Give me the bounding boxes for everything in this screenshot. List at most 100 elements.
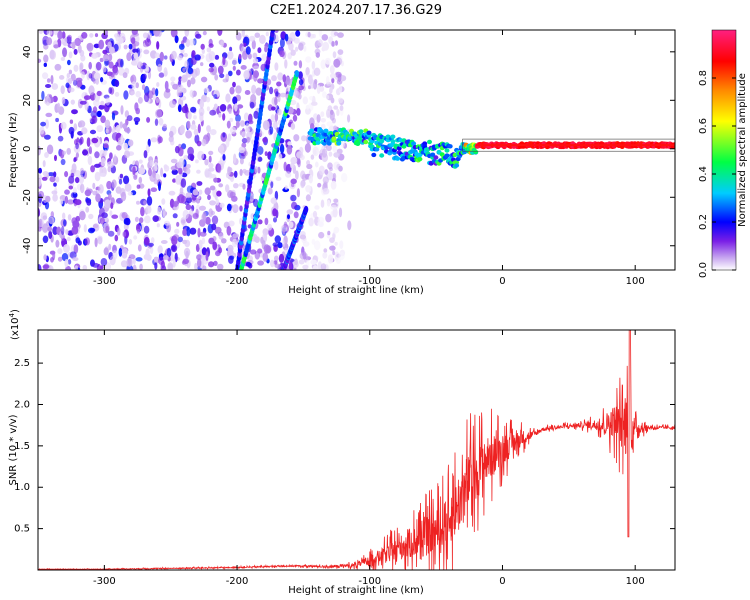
noise-blob	[292, 114, 298, 122]
noise-blob	[194, 262, 198, 270]
noise-blob	[187, 111, 192, 120]
noise-blob	[181, 172, 188, 178]
noise-blob	[128, 139, 134, 147]
noise-blob	[72, 80, 78, 86]
noise-blob	[321, 148, 328, 158]
noise-blob	[91, 53, 98, 59]
noise-blob	[64, 171, 69, 178]
noise-blob	[78, 120, 86, 128]
noise-blob	[136, 184, 141, 189]
signal-blob	[331, 136, 337, 141]
noise-blob	[140, 206, 145, 217]
noise-blob	[74, 265, 79, 270]
noise-blob	[98, 104, 105, 110]
noise-blob	[291, 201, 298, 210]
noise-blob	[59, 75, 65, 80]
noise-blob	[70, 130, 74, 139]
noise-blob	[99, 57, 104, 63]
colorbar-tick-label: 0.0	[698, 262, 709, 278]
signal-blob	[309, 128, 315, 133]
noise-blob	[271, 75, 277, 82]
signal-blob	[411, 141, 417, 146]
noise-blob	[243, 70, 250, 80]
noise-blob	[196, 181, 203, 186]
noise-blob	[169, 130, 174, 138]
noise-blob	[74, 37, 81, 47]
noise-blob	[213, 260, 218, 266]
noise-blob	[274, 62, 279, 71]
noise-blob	[124, 224, 129, 229]
signal-blob	[417, 156, 423, 162]
noise-blob	[78, 174, 85, 184]
noise-blob	[270, 114, 275, 123]
noise-blob	[93, 72, 101, 80]
noise-blob	[245, 46, 251, 55]
noise-blob	[168, 190, 176, 196]
noise-blob	[217, 163, 222, 174]
noise-blob	[118, 67, 125, 76]
noise-blob	[134, 216, 139, 222]
noise-blob	[75, 177, 80, 184]
noise-blob	[216, 190, 222, 197]
noise-blob	[250, 94, 257, 104]
noise-blob	[289, 32, 296, 42]
noise-blob	[288, 221, 294, 229]
noise-blob	[75, 142, 79, 150]
x-tick-label: -300	[93, 276, 116, 287]
noise-blob	[148, 168, 152, 177]
noise-blob	[68, 185, 74, 190]
noise-blob	[298, 259, 305, 265]
noise-blob	[55, 117, 59, 123]
signal-blob	[436, 149, 442, 155]
noise-blob	[331, 77, 335, 84]
noise-blob	[96, 125, 104, 133]
noise-blob	[60, 56, 66, 61]
noise-blob	[253, 70, 259, 79]
noise-blob	[222, 132, 226, 138]
figure-title: C2E1.2024.207.17.36.G29	[270, 3, 442, 18]
noise-blob	[75, 237, 81, 244]
noise-blob	[235, 85, 242, 94]
noise-blob	[206, 125, 211, 133]
noise-blob	[208, 67, 214, 73]
noise-blob	[191, 50, 196, 58]
noise-blob	[122, 231, 127, 238]
noise-blob	[121, 212, 128, 219]
noise-blob	[243, 42, 247, 48]
noise-blob	[180, 178, 187, 188]
noise-blob	[197, 123, 201, 134]
noise-blob	[316, 84, 321, 95]
noise-blob	[132, 264, 137, 270]
noise-blob	[53, 171, 57, 178]
noise-blob	[280, 31, 287, 41]
noise-blob	[170, 158, 178, 164]
noise-blob	[338, 85, 343, 94]
noise-blob	[315, 52, 320, 58]
noise-blob	[158, 256, 165, 265]
noise-blob	[153, 30, 160, 37]
noise-blob	[339, 240, 344, 250]
noise-blob	[50, 74, 54, 85]
noise-blob	[282, 239, 286, 248]
noise-blob	[252, 58, 259, 64]
noise-blob	[327, 230, 331, 236]
noise-blob	[319, 86, 325, 92]
noise-blob	[232, 65, 236, 71]
noise-blob	[200, 76, 208, 83]
noise-blob	[155, 109, 163, 119]
noise-blob	[312, 33, 316, 39]
noise-blob	[269, 86, 274, 95]
noise-blob	[241, 131, 247, 138]
noise-blob	[229, 86, 235, 95]
noise-blob	[83, 224, 87, 233]
noise-blob	[225, 137, 230, 148]
noise-blob	[194, 54, 201, 61]
noise-blob	[236, 69, 241, 76]
noise-blob	[80, 54, 86, 62]
noise-blob	[253, 65, 260, 70]
noise-blob	[209, 129, 217, 136]
noise-blob	[67, 78, 73, 84]
noise-blob	[156, 223, 160, 228]
noise-blob	[124, 183, 132, 192]
